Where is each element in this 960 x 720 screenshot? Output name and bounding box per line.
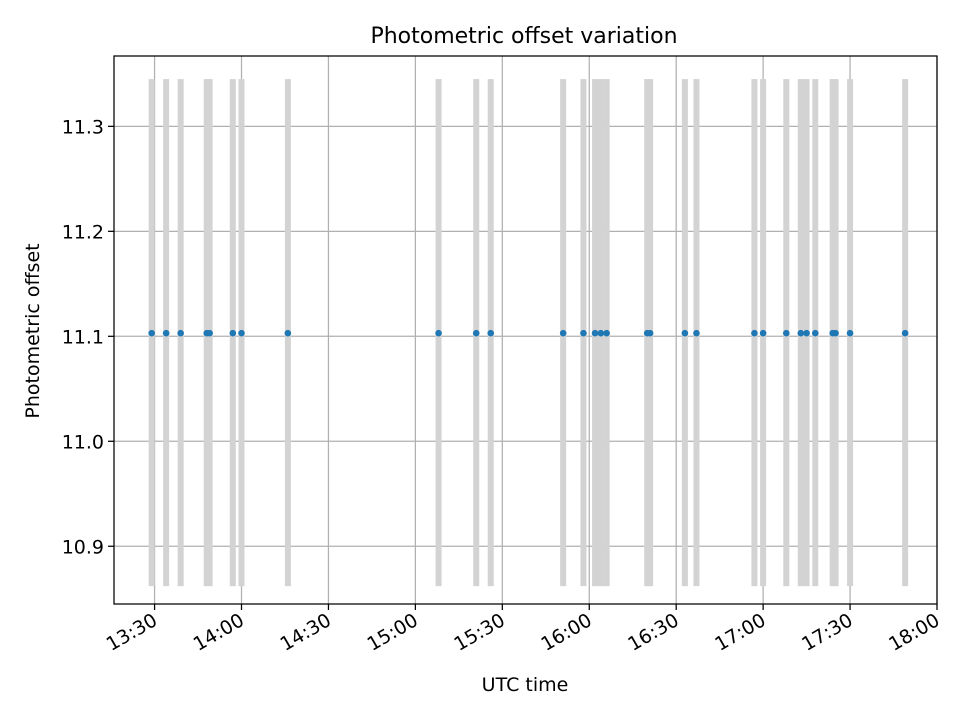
data-point xyxy=(803,329,810,337)
data-point xyxy=(177,329,184,337)
data-point xyxy=(206,329,213,337)
x-tick-label: 14:00 xyxy=(190,609,248,655)
y-tick-label: 11.3 xyxy=(62,116,104,138)
x-tick-label: 18:00 xyxy=(885,609,943,655)
data-point xyxy=(797,329,805,337)
x-tick-label: 14:30 xyxy=(277,609,335,655)
data-point xyxy=(811,329,819,337)
data-point xyxy=(238,329,245,337)
data-point xyxy=(751,329,758,337)
data-point xyxy=(597,329,605,337)
x-tick-label: 13:30 xyxy=(103,609,161,655)
data-point xyxy=(681,329,689,337)
data-point xyxy=(487,329,495,337)
data-points xyxy=(148,329,909,337)
data-point xyxy=(148,329,155,337)
x-tick-label: 15:30 xyxy=(450,609,508,655)
data-point xyxy=(229,329,237,337)
y-tick-label: 10.9 xyxy=(62,536,104,558)
data-point xyxy=(783,329,790,337)
data-point xyxy=(472,329,480,337)
x-tick-label: 17:00 xyxy=(711,609,769,655)
data-point xyxy=(646,329,654,337)
y-tick-label: 11.2 xyxy=(62,221,104,243)
y-tick-label: 11.0 xyxy=(62,431,104,453)
x-tick-label: 17:30 xyxy=(798,609,856,655)
y-axis-label: Photometric offset xyxy=(22,243,44,418)
x-tick-label: 16:00 xyxy=(537,609,595,655)
y-tick-label: 11.1 xyxy=(62,326,104,348)
data-point xyxy=(162,329,170,337)
data-point xyxy=(832,329,839,337)
data-point xyxy=(591,329,599,337)
data-point xyxy=(846,329,854,337)
plot-frame xyxy=(113,55,938,605)
chart-title: Photometric offset variation xyxy=(370,24,677,49)
data-point xyxy=(901,329,909,337)
data-point xyxy=(284,329,292,337)
data-point xyxy=(435,329,442,337)
data-point xyxy=(580,329,587,337)
error-bars xyxy=(148,79,909,587)
data-point xyxy=(603,329,610,337)
x-tick-label: 16:30 xyxy=(624,609,682,655)
data-point xyxy=(759,329,767,337)
data-point xyxy=(559,329,567,337)
x-axis-label: UTC time xyxy=(482,674,569,696)
x-tick-label: 15:00 xyxy=(363,609,421,655)
data-point xyxy=(693,329,700,337)
